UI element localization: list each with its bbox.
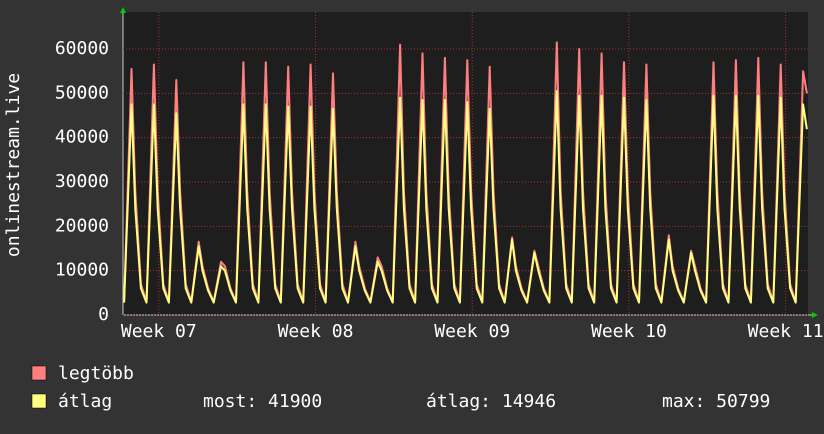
y-arrow xyxy=(120,7,126,13)
stat: most: 41900 xyxy=(203,391,322,412)
x-arrow xyxy=(812,312,818,318)
y-tick-label: 30000 xyxy=(55,171,109,192)
y-tick-label: 10000 xyxy=(55,260,109,281)
x-tick-label: Week 08 xyxy=(278,321,354,342)
y-tick-label: 40000 xyxy=(55,127,109,148)
series-line xyxy=(123,90,808,304)
y-tick-label: 50000 xyxy=(55,82,109,103)
y-tick-label: 20000 xyxy=(55,215,109,236)
stat: max: 50799 xyxy=(662,391,770,412)
y-axis-label: onlinestream.live xyxy=(3,73,24,257)
y-tick-label: 0 xyxy=(98,304,109,325)
y-tick-label: 60000 xyxy=(55,38,109,59)
legend-label: átlag xyxy=(58,391,112,412)
x-tick-label: Week 11 xyxy=(748,321,824,342)
stat: átlag: 14946 xyxy=(426,391,556,412)
x-tick-label: Week 10 xyxy=(591,321,667,342)
x-tick-label: Week 07 xyxy=(121,321,197,342)
legend-swatch xyxy=(31,393,47,409)
legend-swatch xyxy=(31,365,47,381)
x-tick-label: Week 09 xyxy=(434,321,510,342)
legend-label: legtöbb xyxy=(58,363,134,384)
